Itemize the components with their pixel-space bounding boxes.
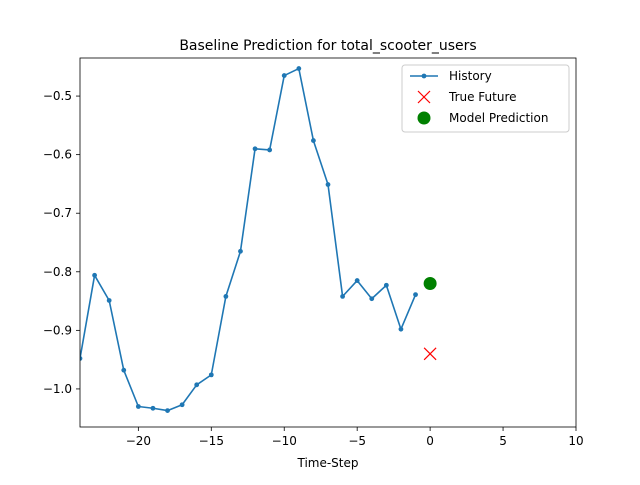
y-tick-label: −1.0: [43, 382, 72, 396]
x-tick-label: 10: [568, 434, 583, 448]
x-tick-label: 5: [499, 434, 507, 448]
history-point: [354, 278, 360, 283]
history-line: [80, 67, 417, 412]
legend-model-prediction-marker: [417, 111, 431, 125]
history-point: [281, 73, 287, 78]
history-point: [179, 402, 185, 408]
history-point: [208, 372, 214, 378]
history-point: [106, 298, 112, 303]
x-tick-label: −20: [126, 434, 151, 448]
history-point: [413, 292, 418, 298]
history-point: [92, 272, 97, 278]
plot-frame: [79, 57, 577, 428]
true-future-stroke: [423, 347, 437, 361]
y-tick-label: −0.5: [43, 89, 72, 103]
x-tick-label: −5: [348, 434, 366, 448]
y-tick-label: −0.7: [43, 206, 72, 220]
history-point: [80, 356, 83, 361]
history-point: [398, 326, 404, 332]
history-point: [135, 404, 141, 409]
legend-history-marker: [421, 73, 427, 79]
y-tick-label: −0.6: [43, 148, 72, 162]
x-tick-label: −10: [272, 434, 297, 448]
legend-box: [401, 64, 570, 133]
history-point: [223, 293, 229, 299]
x-tick-label: 0: [426, 434, 434, 448]
legend-label: True Future: [448, 90, 517, 104]
model-prediction-marker: [423, 277, 437, 290]
legend-label: Model Prediction: [449, 111, 548, 125]
history-point: [121, 367, 127, 373]
history-point: [340, 293, 345, 299]
legend-label: History: [449, 69, 492, 83]
true-future-marker: [423, 347, 437, 361]
x-tick-label: −15: [199, 434, 224, 448]
history-point: [383, 282, 389, 288]
history-point: [150, 405, 156, 411]
x-axis-label: Time-Step: [296, 456, 358, 470]
plot-area: [80, 66, 437, 413]
history-point: [311, 138, 316, 143]
history-point: [325, 182, 331, 187]
history-point: [369, 296, 375, 302]
history-point: [267, 147, 273, 153]
y-tick-label: −0.8: [43, 265, 72, 279]
history-point: [296, 66, 302, 71]
y-tick-label: −0.9: [43, 323, 72, 337]
legend: History True Future Model Prediction: [401, 64, 570, 133]
legend-true-future-marker: [417, 90, 431, 104]
history-point: [238, 248, 243, 254]
history-point: [194, 382, 200, 388]
history-point: [252, 146, 258, 152]
history-point: [165, 408, 170, 413]
chart-title: Baseline Prediction for total_scooter_us…: [179, 38, 476, 54]
